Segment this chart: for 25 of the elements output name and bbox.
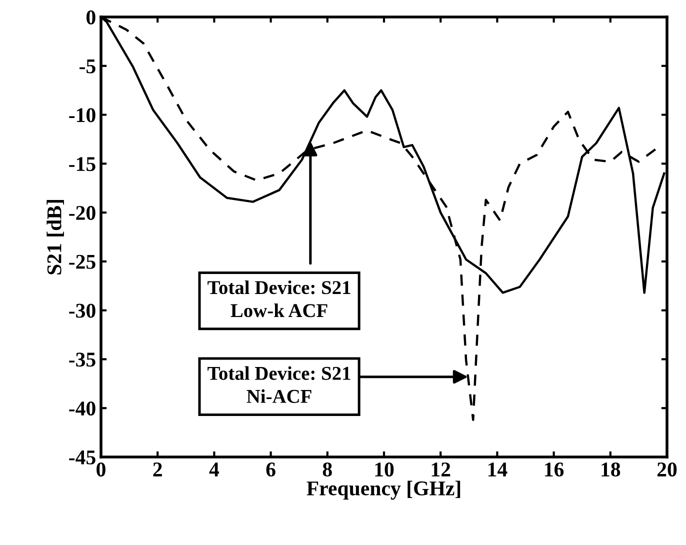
x-tick-label: 8 [322,462,332,477]
x-tick-label: 16 [545,462,564,477]
annotation: Total Device: S21 Ni-ACF [208,366,350,403]
annotation: Total Device: S21 Low-k ACF [208,280,350,318]
x-tick-label: 4 [209,462,220,476]
y-tick-label: 0 [86,10,96,24]
y-axis-title: S21 [dB] [46,200,64,274]
x-tick-label: 18 [602,462,620,477]
x-tick-label: 10 [375,462,394,477]
x-tick-label: 6 [266,462,276,477]
x-tick-label: 20 [657,462,677,477]
y-tick-label: -10 [69,108,96,122]
y-tick-label: -5 [80,59,96,74]
x-tick-label: 12 [432,462,450,476]
x-tick-label: 14 [488,462,508,476]
y-tick-label: -15 [69,157,96,172]
y-tick-label: -20 [69,206,96,220]
y-tick-label: -45 [69,450,96,464]
x-tick-label: 0 [96,462,106,477]
y-tick-label: -25 [69,254,96,269]
y-tick-label: -40 [69,401,96,416]
y-tick-label: -30 [69,304,96,318]
x-axis-title: Frequency [GHz] [306,480,460,500]
y-tick-label: -35 [69,352,96,367]
x-tick-label: 2 [153,462,162,476]
